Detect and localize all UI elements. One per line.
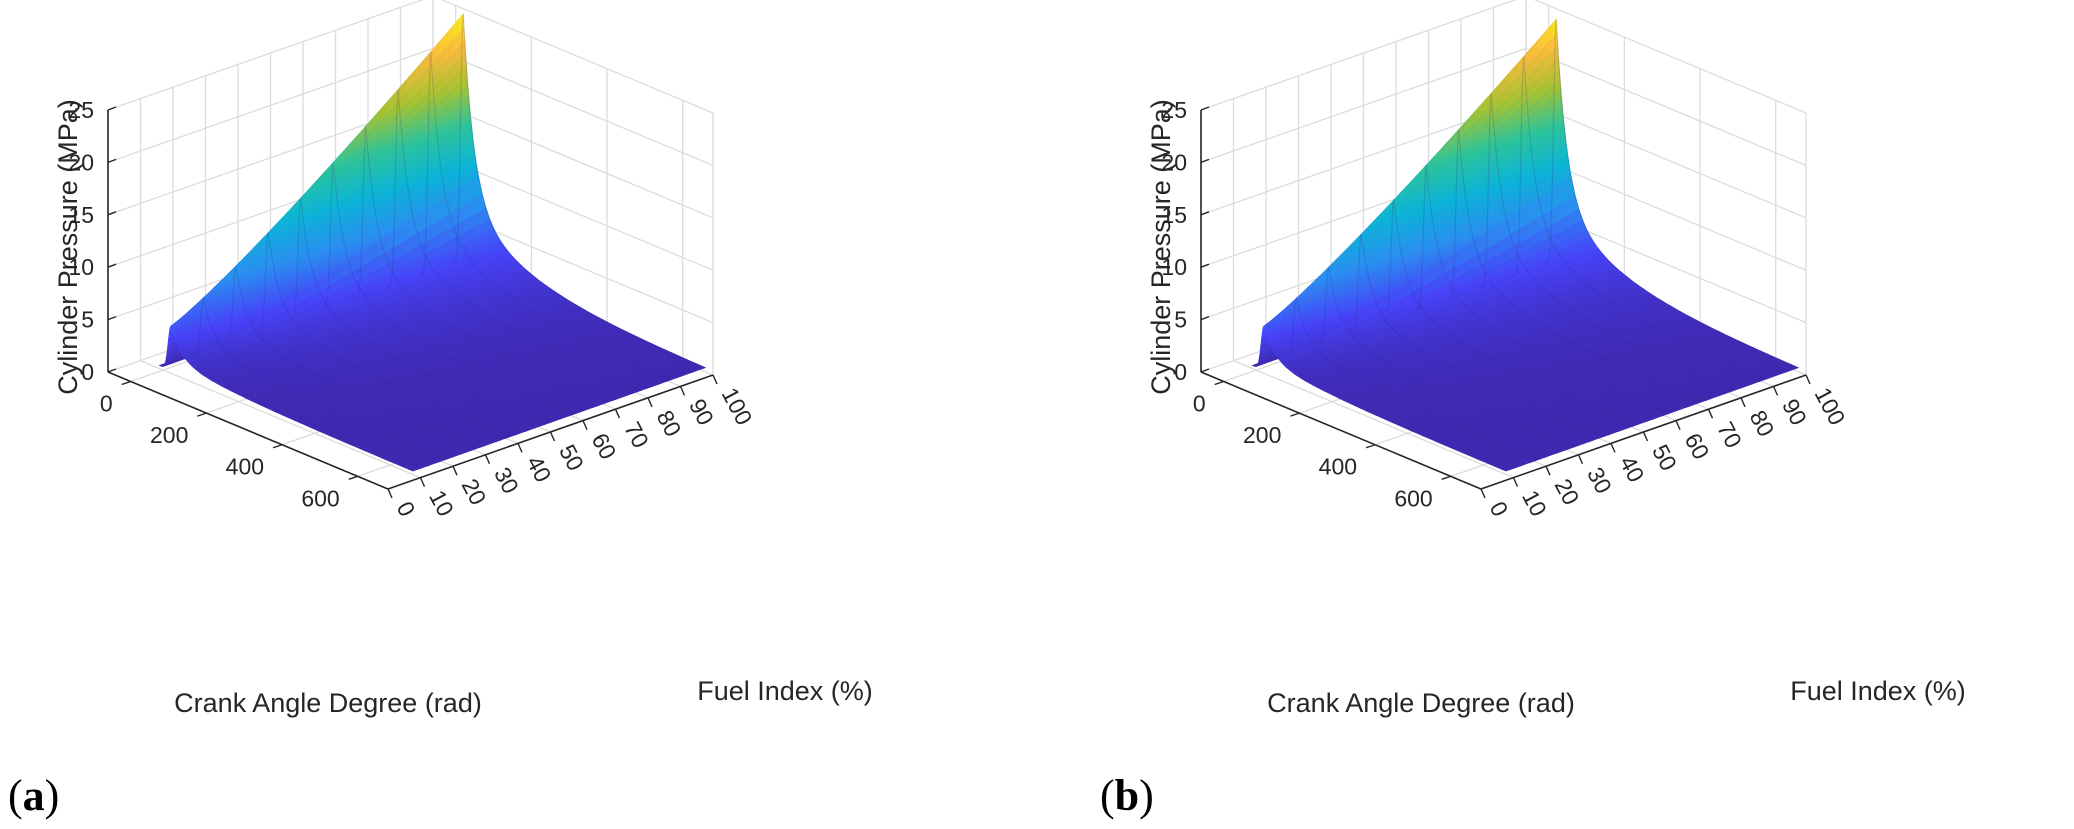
surface-b xyxy=(1251,18,1800,472)
y-tick-label-a-50: 50 xyxy=(554,440,589,475)
x-axis-line-a xyxy=(107,371,389,490)
y-tick-label-a-100: 100 xyxy=(717,383,758,429)
x-axis-line-b xyxy=(1200,371,1482,490)
x-tick-label-b-0: 0 xyxy=(1193,390,1206,416)
x-axis-title-b: Crank Angle Degree (rad) xyxy=(1267,688,1575,718)
z-tick-label-b-15: 15 xyxy=(1161,202,1187,228)
x-tick-label-b-400: 400 xyxy=(1319,454,1357,480)
z-axis-title-a: Cylinder Pressure (MPa) xyxy=(53,99,83,395)
x-axis-title-a: Crank Angle Degree (rad) xyxy=(174,688,482,718)
y-tick-label-a-70: 70 xyxy=(619,417,654,452)
y-tick-label-a-10: 10 xyxy=(424,486,459,521)
z-tick-label-b-0: 0 xyxy=(1174,359,1187,385)
y-axis-title-a: Fuel Index (%) xyxy=(697,676,873,706)
y-tick-label-b-0: 0 xyxy=(1485,497,1514,521)
y-tick-label-a-90: 90 xyxy=(684,395,719,430)
panel-letter-a: a xyxy=(22,771,45,820)
z-axis-title-b: Cylinder Pressure (MPa) xyxy=(1146,99,1176,395)
y-tick-label-b-40: 40 xyxy=(1615,452,1650,487)
panel-letter-b: b xyxy=(1114,771,1140,820)
z-tick-label-b-10: 10 xyxy=(1161,254,1187,280)
z-tick-label-a-25: 25 xyxy=(68,97,94,123)
y-tick-label-b-70: 70 xyxy=(1712,417,1747,452)
y-tick-label-b-90: 90 xyxy=(1777,395,1812,430)
y-tick-label-a-0: 0 xyxy=(392,497,421,521)
y-tick-label-b-10: 10 xyxy=(1517,486,1552,521)
y-tick-label-b-100: 100 xyxy=(1810,383,1851,429)
surface-a xyxy=(158,13,707,472)
y-tick-label-b-80: 80 xyxy=(1745,406,1780,441)
x-tick-label-a-400: 400 xyxy=(226,454,264,480)
x-tick-label-a-200: 200 xyxy=(150,422,188,448)
x-tick-label-a-0: 0 xyxy=(100,390,113,416)
z-tick-label-a-10: 10 xyxy=(68,254,94,280)
panel-label-b: (b) xyxy=(1100,771,1154,820)
x-tick-label-a-600: 600 xyxy=(301,485,339,511)
z-tick-label-b-25: 25 xyxy=(1161,97,1187,123)
y-tick-label-b-20: 20 xyxy=(1550,474,1585,509)
x-tick-label-b-600: 600 xyxy=(1394,485,1432,511)
z-tick-label-b-5: 5 xyxy=(1174,307,1187,333)
y-tick-label-b-30: 30 xyxy=(1582,463,1617,498)
panel-label-a: (a) xyxy=(8,771,60,820)
z-tick-label-a-15: 15 xyxy=(68,202,94,228)
y-tick-label-a-60: 60 xyxy=(587,429,622,464)
y-tick-label-a-80: 80 xyxy=(652,406,687,441)
y-tick-label-a-40: 40 xyxy=(522,452,557,487)
y-tick-label-b-50: 50 xyxy=(1647,440,1682,475)
y-axis-title-b: Fuel Index (%) xyxy=(1790,676,1966,706)
x-tick-label-b-200: 200 xyxy=(1243,422,1281,448)
z-tick-label-b-20: 20 xyxy=(1161,149,1187,175)
z-tick-label-a-0: 0 xyxy=(81,359,94,385)
z-tick-label-a-20: 20 xyxy=(68,149,94,175)
y-tick-label-b-60: 60 xyxy=(1680,429,1715,464)
y-tick-label-a-20: 20 xyxy=(457,474,492,509)
z-tick-label-a-5: 5 xyxy=(81,307,94,333)
y-tick-label-a-30: 30 xyxy=(489,463,524,498)
